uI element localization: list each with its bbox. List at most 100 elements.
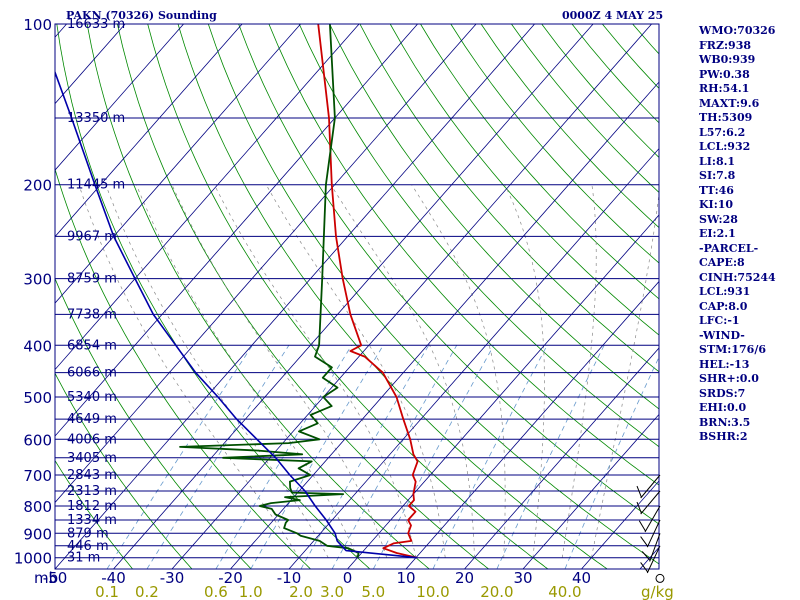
dry-adiabat: [420, 24, 659, 300]
temperature-tick-label: -40: [101, 569, 126, 587]
height-label: 446 m: [67, 539, 109, 554]
pressure-tick-label: 1000: [14, 550, 52, 568]
pressure-tick-label: 900: [23, 525, 52, 543]
moist-adiabat: [504, 184, 545, 558]
isotherm: [230, 81, 659, 569]
dewpoint-line: [179, 24, 360, 558]
mixing-ratio-line: [331, 345, 458, 569]
height-label: 4649 m: [67, 412, 117, 427]
temperature-line: [317, 24, 419, 559]
sounding-datetime: 0000Z 4 MAY 25: [562, 9, 664, 22]
dry-adiabat: [238, 24, 659, 525]
dry-adiabat: [298, 24, 659, 448]
height-label: 31 m: [67, 551, 100, 566]
height-label: 6854 m: [67, 338, 117, 353]
mixing-ratio-label: 0.6: [204, 583, 228, 600]
mixing-ratio-line: [564, 356, 659, 569]
height-label: 4006 m: [67, 432, 117, 447]
index-item: WMO:70326: [699, 24, 776, 37]
height-label: 1334 m: [67, 513, 117, 528]
temperature-tick-label: -50: [43, 569, 68, 587]
index-item: KI:10: [699, 198, 734, 211]
index-item: TT:46: [699, 183, 734, 197]
index-item: SI:7.8: [699, 169, 736, 182]
pressure-tick-label: 400: [23, 337, 52, 355]
moist-adiabat: [591, 191, 659, 558]
moist-adiabat: [265, 184, 446, 558]
index-item: BSHR:2: [699, 430, 748, 443]
dry-adiabat: [55, 277, 252, 569]
temperature-tick-label: -20: [218, 569, 243, 587]
isotherm: [347, 214, 659, 569]
dry-adiabat: [450, 24, 659, 264]
stability-indices: WMO:70326 FRZ:938 WB0:939 PW:0.38 RH:54.1 MAX…: [699, 24, 776, 445]
wind-barbs: [636, 474, 665, 583]
dry-adiabat: [329, 24, 659, 410]
index-item: LFC:-1: [699, 314, 740, 327]
index-item: BRN:3.5: [699, 415, 751, 429]
isotherm: [464, 347, 659, 569]
height-label: 6066 m: [67, 366, 117, 381]
index-item: CINH:75244: [699, 270, 776, 284]
index-item: -WIND-: [699, 328, 745, 342]
dry-adiabat: [55, 167, 311, 569]
mixing-ratio-label: 0.1: [95, 583, 119, 600]
moist-adiabat: [105, 184, 329, 558]
temperature-tick-label: 20: [455, 569, 474, 587]
height-label: 879 m: [67, 526, 109, 541]
index-item: EI:2.1: [699, 227, 736, 240]
index-item: CAPE:8: [699, 256, 745, 269]
isotherm: [55, 24, 184, 171]
dry-adiabat: [177, 24, 608, 569]
dry-adiabat: [389, 24, 659, 336]
isotherm: [522, 413, 659, 569]
wind-barb: [636, 490, 661, 515]
mixing-ratio-line: [432, 345, 548, 569]
height-label: 16633 m: [67, 17, 125, 32]
isotherm: [113, 24, 594, 569]
mixing-ratio-label: 0.2: [135, 583, 159, 600]
index-item: FRZ:938: [699, 38, 752, 52]
index-item: HEL:-13: [699, 357, 750, 371]
index-item: WB0:939: [699, 53, 756, 66]
mixing-ratio-label: 1.0: [239, 583, 263, 600]
temperature-tick-label: -30: [160, 569, 185, 587]
wind-barb: [641, 533, 661, 562]
isotherm: [55, 24, 418, 437]
isotherm: [55, 24, 477, 504]
mixing-ratio-line: [146, 345, 290, 569]
index-item: L57:6.2: [699, 125, 746, 139]
index-item: TH:5309: [699, 111, 753, 124]
temperature-tick-label: 10: [396, 569, 415, 587]
mixing-ratio-label: 40.0: [548, 583, 581, 600]
isotherm: [55, 24, 535, 569]
wind-barb: [640, 545, 661, 574]
index-item: PW:0.38: [699, 67, 750, 81]
moist-adiabat: [171, 184, 388, 558]
index-item: EHI:0.0: [699, 401, 747, 414]
dry-adiabat: [55, 459, 133, 569]
mixing-ratio-line: [250, 345, 384, 569]
mixing-ratio-label: 5.0: [361, 583, 385, 600]
dry-adiabat: [86, 24, 430, 569]
index-item: -PARCEL-: [699, 241, 759, 255]
chart-title: PAKN (70326) Sounding: [66, 9, 217, 22]
height-label: 9967 m: [67, 229, 117, 244]
mixing-ratio-unit-label: g/kg: [641, 583, 674, 600]
height-label: 2843 m: [67, 468, 117, 483]
temperature-tick-label: 0: [343, 569, 353, 587]
wind-barb: [655, 573, 665, 583]
isotherm: [55, 24, 243, 238]
isotherm: [55, 24, 360, 371]
height-label: 3405 m: [67, 451, 117, 466]
index-item: SHR+:0.0: [699, 372, 759, 385]
index-item: SW:28: [699, 212, 738, 226]
index-item: RH:54.1: [699, 82, 750, 95]
dry-adiabat: [207, 24, 659, 565]
isotherm: [55, 24, 301, 304]
pressure-tick-label: 100: [23, 16, 52, 34]
index-item: MAXT:9.6: [699, 96, 760, 110]
isotherm: [405, 280, 659, 569]
